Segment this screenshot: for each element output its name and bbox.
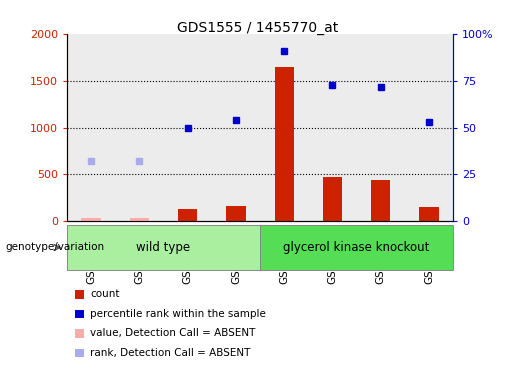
Bar xyxy=(226,206,246,221)
Text: rank, Detection Call = ABSENT: rank, Detection Call = ABSENT xyxy=(90,348,250,358)
Bar xyxy=(75,349,84,357)
Bar xyxy=(81,218,101,221)
Bar xyxy=(405,34,453,221)
Text: genotype/variation: genotype/variation xyxy=(5,243,104,252)
Bar xyxy=(212,34,260,221)
Bar xyxy=(130,218,149,221)
Bar xyxy=(260,34,308,221)
Bar xyxy=(115,34,163,221)
Bar xyxy=(75,310,84,318)
Bar xyxy=(75,329,84,338)
Bar xyxy=(163,34,212,221)
Bar xyxy=(67,225,260,270)
Text: wild type: wild type xyxy=(136,241,191,254)
Bar xyxy=(274,67,294,221)
Text: GDS1555 / 1455770_at: GDS1555 / 1455770_at xyxy=(177,21,338,34)
Bar xyxy=(75,290,84,298)
Bar xyxy=(323,177,342,221)
Bar xyxy=(308,34,356,221)
Text: value, Detection Call = ABSENT: value, Detection Call = ABSENT xyxy=(90,328,255,338)
Bar xyxy=(67,34,115,221)
Bar xyxy=(419,207,439,221)
Bar xyxy=(260,225,453,270)
Bar xyxy=(371,180,390,221)
Text: count: count xyxy=(90,290,119,299)
Text: percentile rank within the sample: percentile rank within the sample xyxy=(90,309,266,319)
Bar xyxy=(178,209,197,221)
Text: glycerol kinase knockout: glycerol kinase knockout xyxy=(283,241,430,254)
Bar xyxy=(356,34,405,221)
